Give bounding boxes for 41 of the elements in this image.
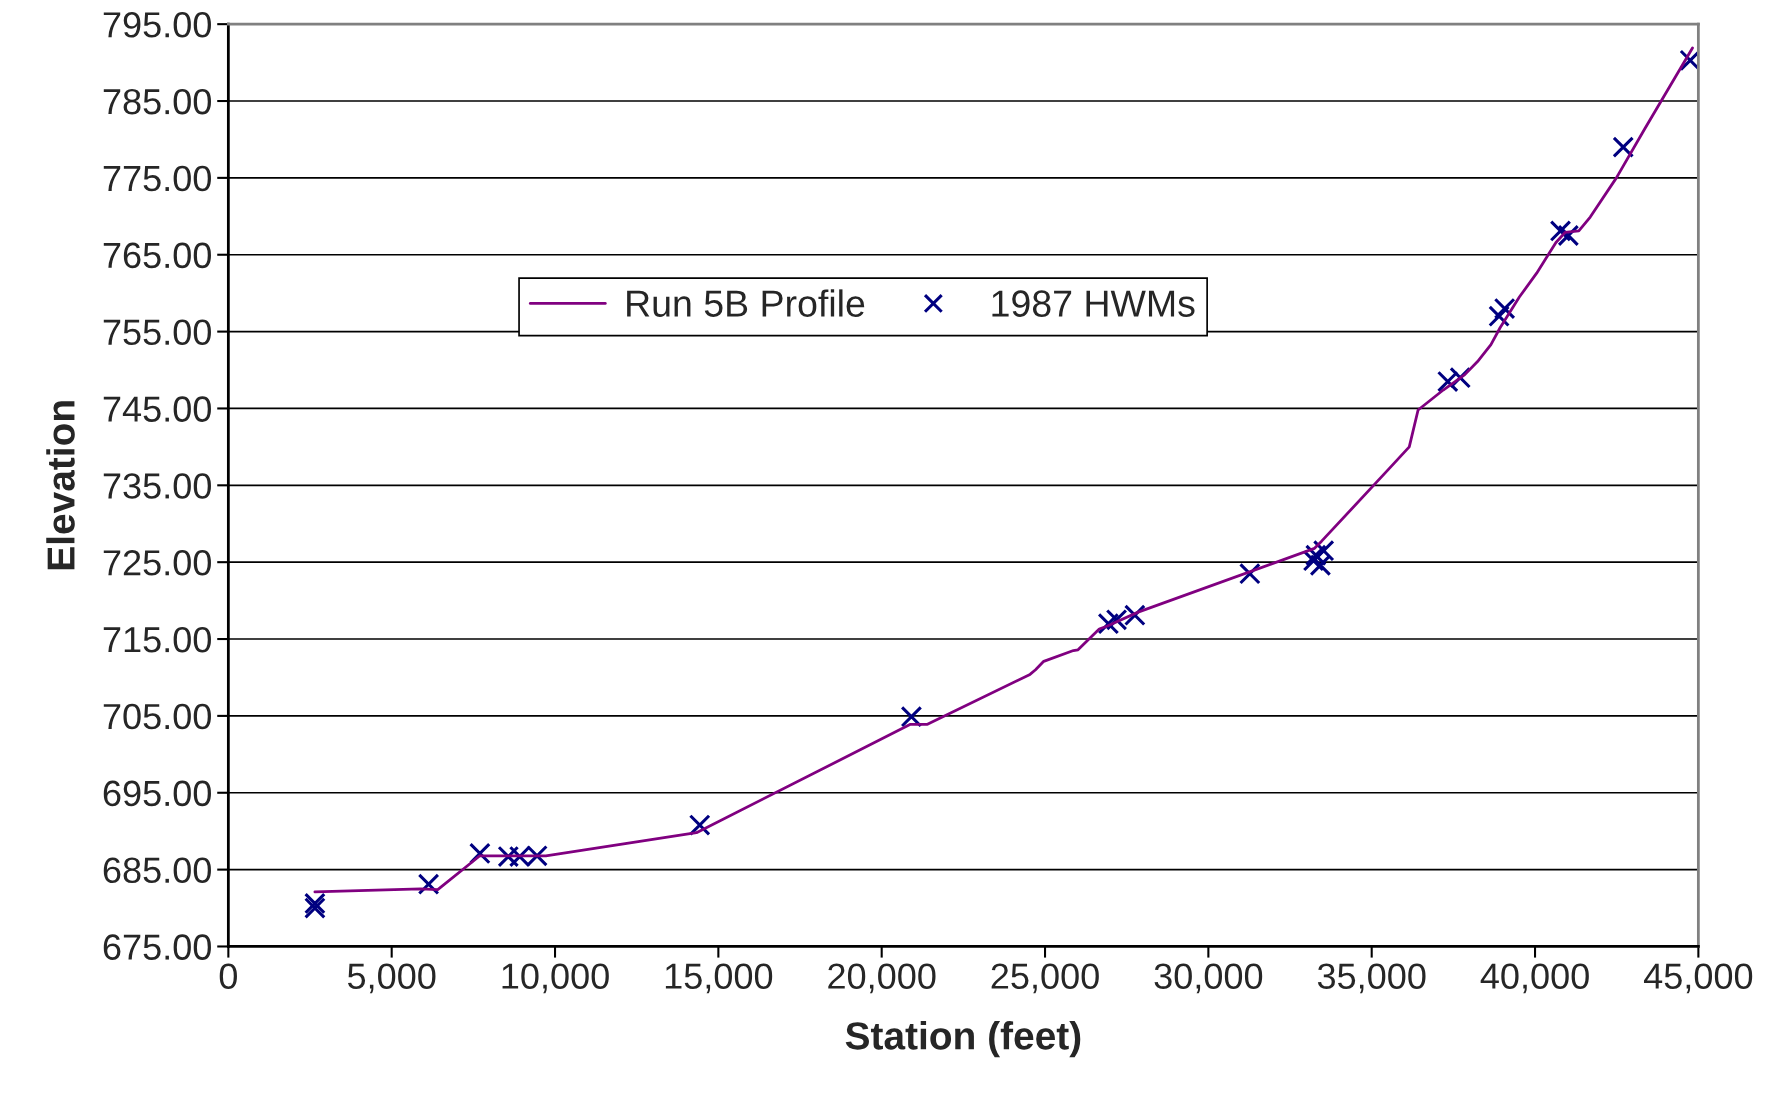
y-tick-label: 675.00 bbox=[103, 934, 211, 960]
x-tick-label: 20,000 bbox=[828, 963, 936, 994]
point bbox=[1549, 220, 1572, 242]
x-tick-label: 0 bbox=[219, 963, 237, 989]
y-tick-label: 735.00 bbox=[103, 473, 211, 499]
y-tick-label: 765.00 bbox=[103, 242, 211, 269]
x-tick-label: 35,000 bbox=[1317, 963, 1426, 994]
y-tick-label: 695.00 bbox=[103, 780, 211, 807]
legend-label: Run 5B Profile bbox=[627, 289, 865, 317]
y-axis-title: Elevation bbox=[46, 401, 75, 570]
point bbox=[304, 892, 326, 915]
point bbox=[1304, 544, 1327, 567]
x-tick-label: 45,000 bbox=[1643, 963, 1753, 994]
point bbox=[1309, 554, 1332, 577]
y-tick-label: 715.00 bbox=[103, 626, 211, 653]
point bbox=[1493, 297, 1516, 320]
x-tick-label: 15,000 bbox=[665, 963, 773, 994]
y-tick-label: 795.00 bbox=[103, 12, 211, 38]
y-tick-label: 725.00 bbox=[103, 550, 211, 576]
point bbox=[1612, 136, 1635, 158]
y-tick-label: 745.00 bbox=[103, 396, 211, 422]
point bbox=[1436, 370, 1459, 393]
y-tick-label: 705.00 bbox=[103, 703, 211, 730]
y-tick-label: 755.00 bbox=[103, 319, 211, 346]
y-tick-label: 775.00 bbox=[103, 165, 211, 192]
y-tick-label: 685.00 bbox=[103, 857, 211, 884]
point bbox=[1488, 305, 1510, 328]
point bbox=[900, 705, 923, 728]
point bbox=[417, 873, 440, 896]
y-tick-label: 785.00 bbox=[103, 88, 211, 115]
point bbox=[1312, 539, 1335, 562]
line-series bbox=[313, 46, 1694, 894]
x-tick-label: 40,000 bbox=[1480, 963, 1589, 994]
x-tick-label: 25,000 bbox=[991, 963, 1099, 994]
x-tick-label: 30,000 bbox=[1154, 963, 1263, 994]
x-tick-label: 10,000 bbox=[502, 963, 609, 994]
point bbox=[1557, 224, 1580, 247]
x-tick-label: 5,000 bbox=[347, 963, 436, 994]
legend-label: 1987 HWMs bbox=[992, 290, 1195, 317]
x-axis-title: Station (feet) bbox=[845, 1021, 1081, 1058]
point bbox=[688, 814, 711, 836]
